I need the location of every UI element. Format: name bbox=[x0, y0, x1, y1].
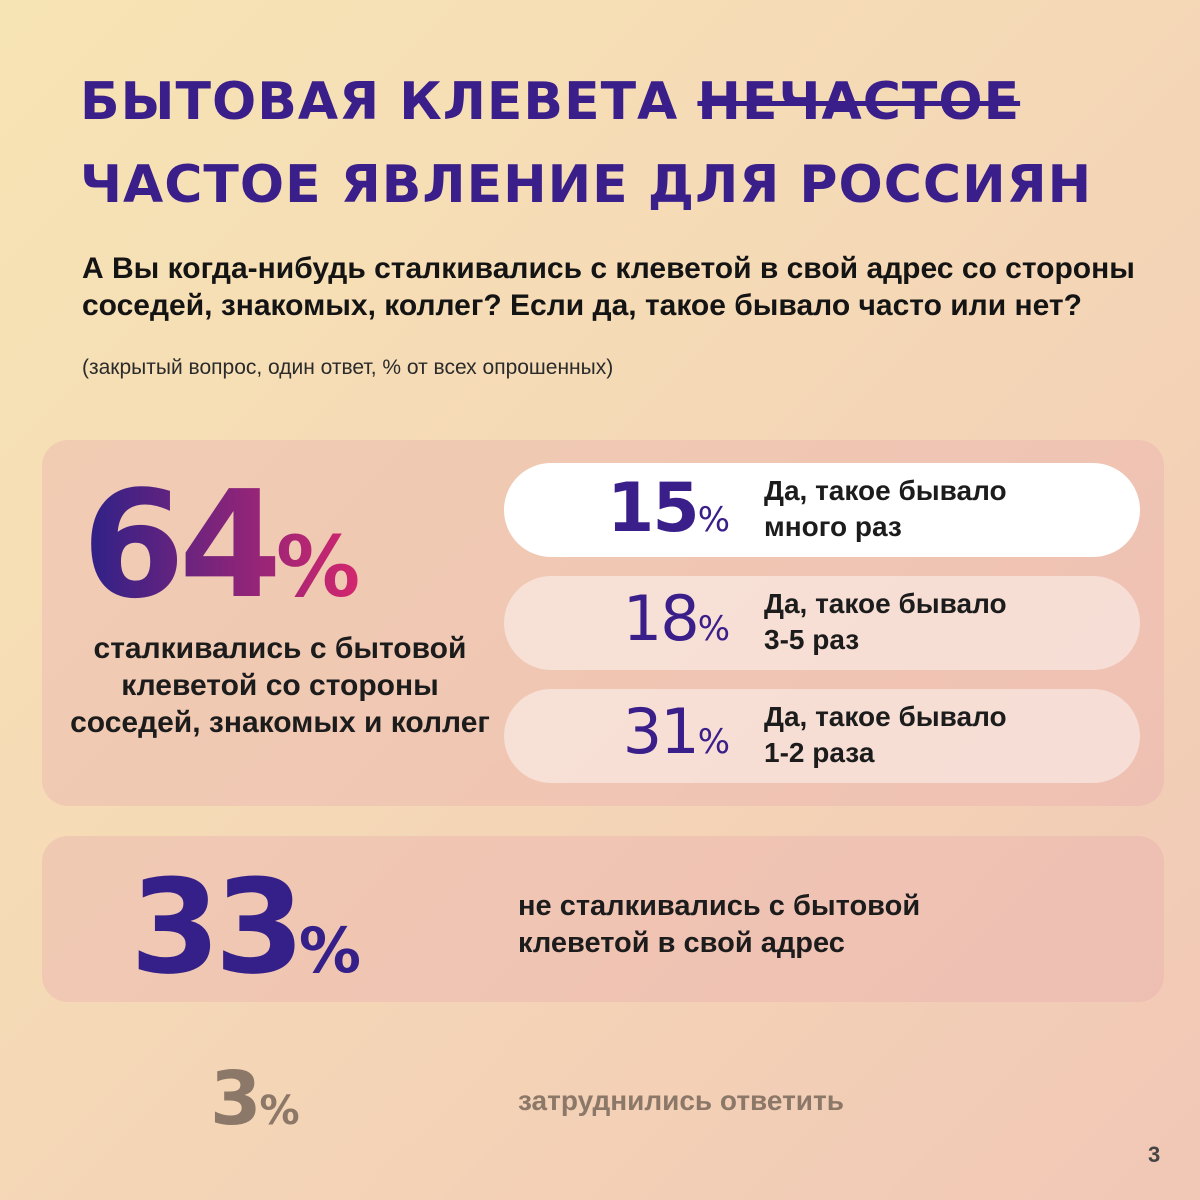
breakdown-item: 18% Да, такое бывало 3-5 раз bbox=[504, 576, 1140, 670]
breakdown-value: 18% bbox=[622, 582, 730, 655]
encountered-caption: сталкивались с бытовой клеветой со сторо… bbox=[70, 632, 490, 739]
page-title-line-1: БЫТОВАЯ КЛЕВЕТА НЕЧАСТОЕ bbox=[80, 72, 1020, 132]
encountered-stat: 64% bbox=[82, 468, 452, 618]
breakdown-label: Да, такое бывало много раз bbox=[764, 475, 1007, 542]
breakdown-item: 31% Да, такое бывало 1-2 раза bbox=[504, 689, 1140, 783]
encountered-value: 64 bbox=[82, 468, 276, 618]
page-number: 3 bbox=[1148, 1142, 1161, 1167]
not-encountered-caption: не сталкивались с бытовой клеветой в сво… bbox=[518, 890, 921, 959]
breakdown-label: Да, такое бывало 3-5 раз bbox=[764, 588, 1007, 655]
survey-question: А Вы когда-нибудь сталкивались с клевето… bbox=[82, 252, 1135, 322]
svg-text:64%: 64% bbox=[82, 468, 358, 618]
breakdown-value: 31% bbox=[622, 695, 730, 768]
not-encountered-stat: 33% bbox=[130, 851, 362, 1003]
breakdown-value: 15% bbox=[607, 469, 730, 548]
title-struck-word: НЕЧАСТОЕ bbox=[697, 72, 1021, 132]
breakdown-label: Да, такое бывало 1-2 раза bbox=[764, 701, 1007, 768]
title-text: БЫТОВАЯ КЛЕВЕТА bbox=[80, 72, 679, 132]
encountered-stat-graphic: 64% bbox=[82, 468, 364, 618]
hard-to-say-stat: 3% bbox=[210, 1056, 300, 1142]
encountered-unit: % bbox=[276, 518, 358, 616]
hard-to-say-caption: затруднились ответить bbox=[518, 1085, 844, 1116]
page-title-line-2: ЧАСТОЕ ЯВЛЕНИЕ ДЛЯ РОССИЯН bbox=[80, 155, 1093, 215]
not-encountered-panel bbox=[42, 836, 1164, 1002]
question-note: (закрытый вопрос, один ответ, % от всех … bbox=[82, 356, 614, 379]
breakdown-item: 15% Да, такое бывало много раз bbox=[504, 463, 1140, 557]
